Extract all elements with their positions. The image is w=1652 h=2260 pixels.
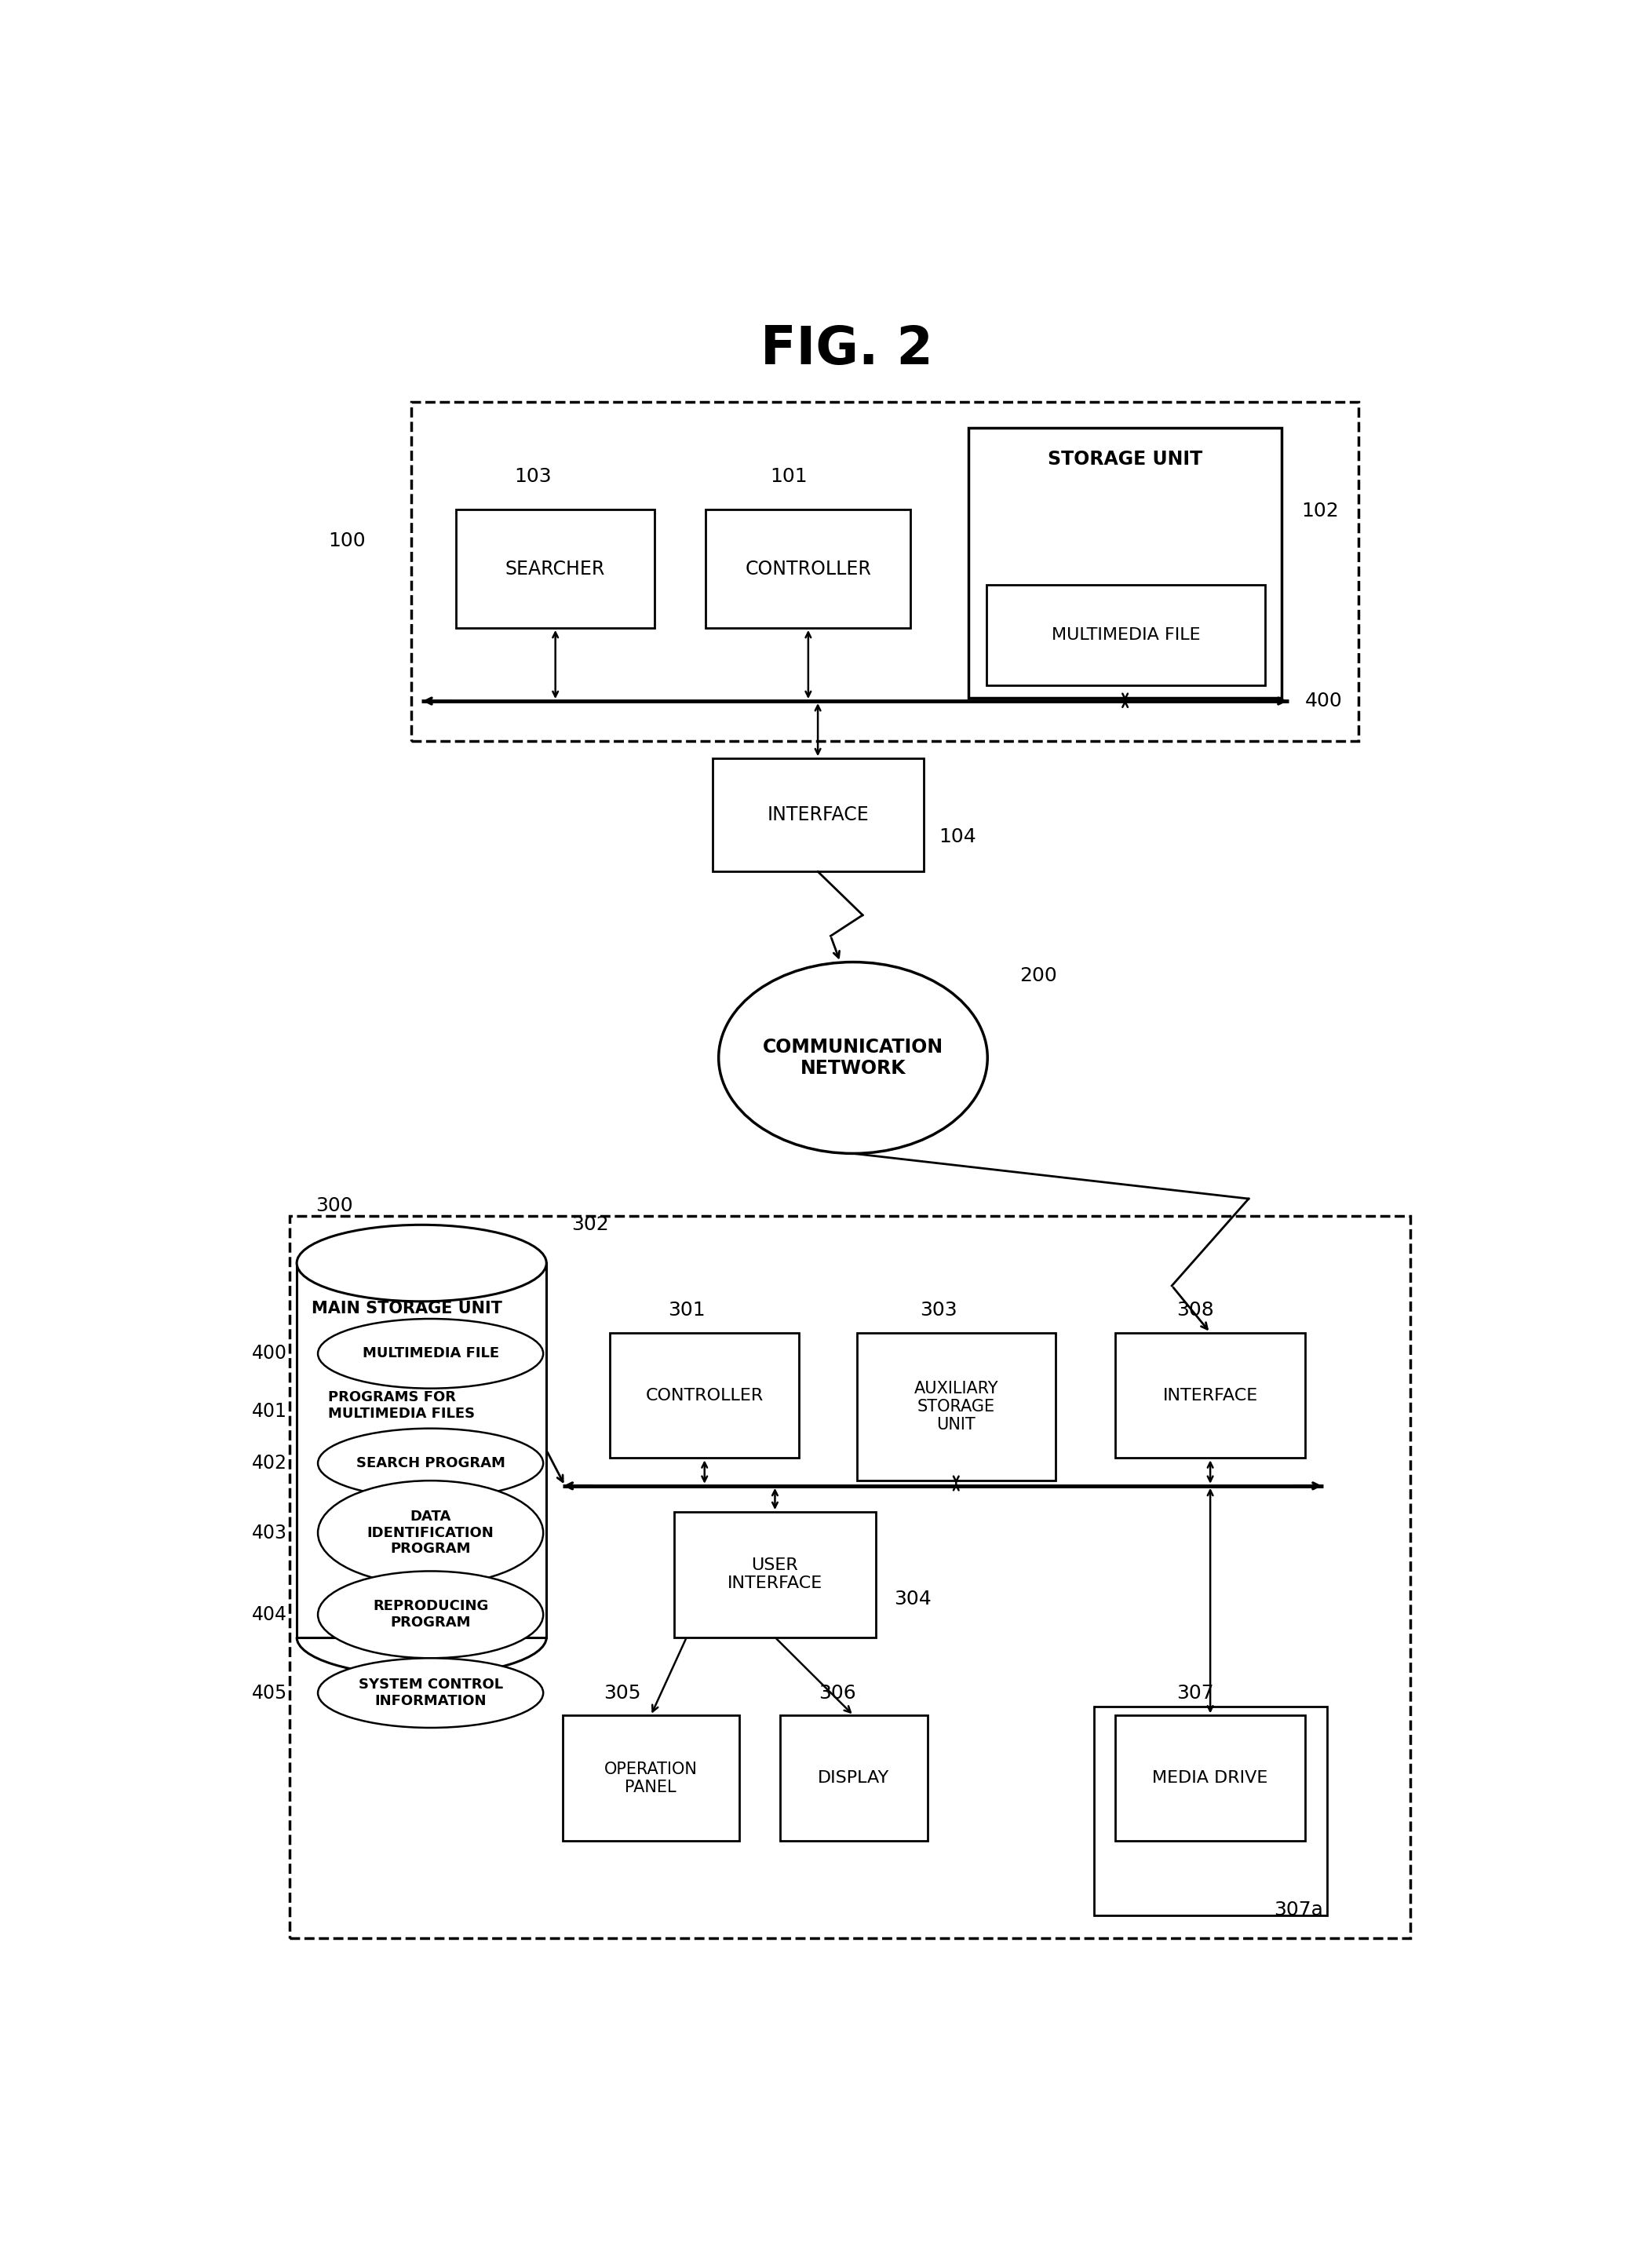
Text: 402: 402: [251, 1453, 287, 1474]
Text: SYSTEM CONTROL
INFORMATION: SYSTEM CONTROL INFORMATION: [358, 1677, 502, 1709]
Text: SEARCH PROGRAM: SEARCH PROGRAM: [357, 1455, 506, 1471]
Text: MEDIA DRIVE: MEDIA DRIVE: [1153, 1770, 1269, 1785]
Ellipse shape: [719, 963, 988, 1153]
Text: 403: 403: [251, 1523, 287, 1541]
Text: MULTIMEDIA FILE: MULTIMEDIA FILE: [1051, 626, 1199, 642]
Bar: [1094, 1706, 1327, 1916]
Text: 305: 305: [605, 1684, 641, 1702]
Bar: [411, 402, 1358, 741]
Text: 306: 306: [819, 1684, 856, 1702]
Text: STORAGE UNIT: STORAGE UNIT: [1047, 450, 1203, 468]
Text: 304: 304: [894, 1589, 932, 1609]
Text: 400: 400: [251, 1345, 287, 1363]
Text: DISPLAY: DISPLAY: [818, 1770, 889, 1785]
Text: 301: 301: [667, 1302, 705, 1320]
Text: REPRODUCING
PROGRAM: REPRODUCING PROGRAM: [373, 1600, 489, 1629]
Text: CONTROLLER: CONTROLLER: [646, 1388, 763, 1403]
Ellipse shape: [297, 1225, 547, 1302]
Ellipse shape: [317, 1428, 544, 1498]
Text: 200: 200: [1019, 967, 1057, 985]
Bar: [289, 1216, 1411, 1939]
Bar: [562, 1715, 738, 1842]
Text: 308: 308: [1176, 1302, 1214, 1320]
Text: 307: 307: [1176, 1684, 1214, 1702]
Bar: [780, 1715, 927, 1842]
Ellipse shape: [317, 1320, 544, 1388]
Text: 404: 404: [251, 1605, 287, 1625]
Ellipse shape: [317, 1659, 544, 1727]
Bar: [456, 508, 654, 628]
Text: DATA
IDENTIFICATION
PROGRAM: DATA IDENTIFICATION PROGRAM: [367, 1510, 494, 1557]
Text: CONTROLLER: CONTROLLER: [745, 560, 871, 579]
Ellipse shape: [317, 1571, 544, 1659]
Text: 307a: 307a: [1274, 1901, 1323, 1919]
Text: 400: 400: [1305, 692, 1343, 710]
Text: INTERFACE: INTERFACE: [1163, 1388, 1257, 1403]
Text: 103: 103: [514, 468, 552, 486]
Bar: [712, 759, 923, 872]
Bar: [857, 1333, 1056, 1480]
Text: 401: 401: [253, 1401, 287, 1422]
Text: 303: 303: [920, 1302, 958, 1320]
Bar: [1115, 1715, 1305, 1842]
Text: MULTIMEDIA FILE: MULTIMEDIA FILE: [362, 1347, 499, 1361]
Text: AUXILIARY
STORAGE
UNIT: AUXILIARY STORAGE UNIT: [914, 1381, 998, 1433]
Bar: [610, 1333, 800, 1458]
Ellipse shape: [317, 1480, 544, 1584]
Text: 302: 302: [572, 1216, 610, 1234]
Text: MAIN STORAGE UNIT: MAIN STORAGE UNIT: [312, 1300, 502, 1315]
Text: USER
INTERFACE: USER INTERFACE: [727, 1557, 823, 1591]
Bar: [986, 585, 1265, 685]
Text: 104: 104: [938, 827, 976, 845]
Text: SEARCHER: SEARCHER: [506, 560, 605, 579]
Text: PROGRAMS FOR
MULTIMEDIA FILES: PROGRAMS FOR MULTIMEDIA FILES: [329, 1390, 476, 1422]
Bar: [1115, 1333, 1305, 1458]
Bar: [705, 508, 910, 628]
Text: COMMUNICATION
NETWORK: COMMUNICATION NETWORK: [763, 1037, 943, 1078]
Text: INTERFACE: INTERFACE: [767, 805, 869, 825]
Bar: [968, 427, 1282, 698]
Bar: [674, 1512, 876, 1636]
Text: 405: 405: [251, 1684, 287, 1702]
Text: 102: 102: [1302, 502, 1338, 520]
Bar: [297, 1263, 547, 1636]
Text: OPERATION
PANEL: OPERATION PANEL: [605, 1761, 697, 1794]
Text: 100: 100: [329, 531, 365, 551]
Text: 300: 300: [316, 1196, 352, 1216]
Text: 101: 101: [770, 468, 808, 486]
Text: FIG. 2: FIG. 2: [760, 323, 933, 375]
